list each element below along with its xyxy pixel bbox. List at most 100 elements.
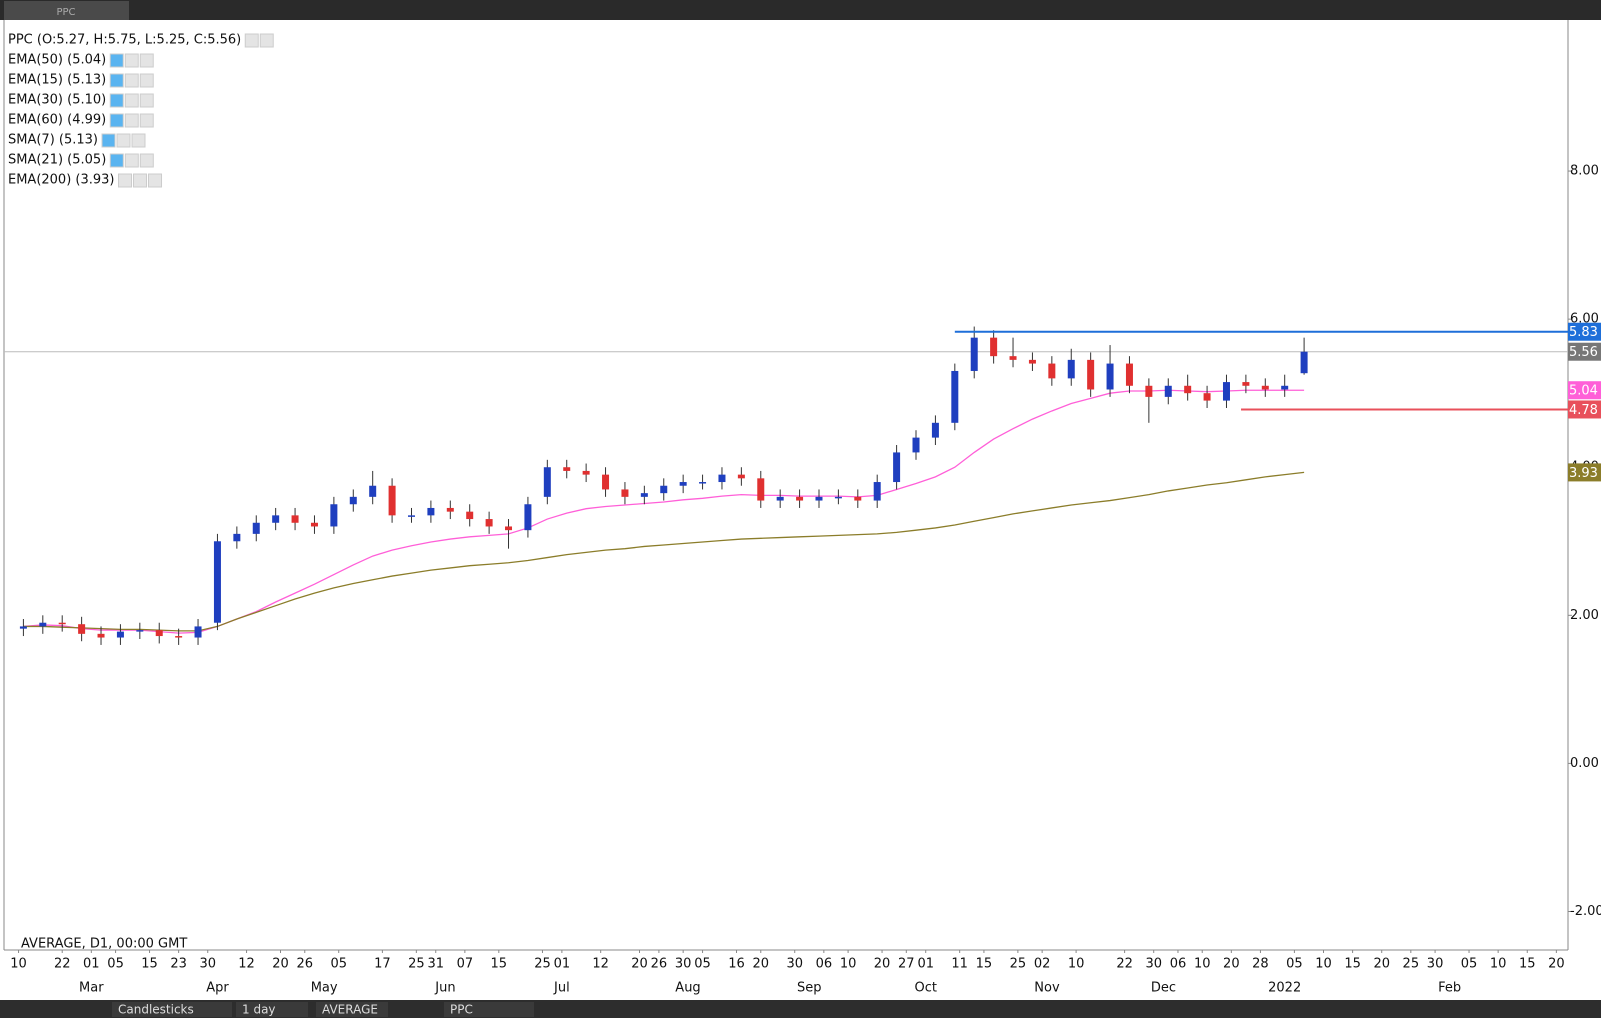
candle-body (1281, 385, 1289, 390)
candle-body (1203, 393, 1211, 401)
candle-body (1087, 359, 1095, 390)
legend-button[interactable] (133, 173, 148, 188)
x-tick-label: 30 (675, 957, 692, 972)
candle-body (699, 482, 707, 484)
legend: PPC (O:5.27, H:5.75, L:5.25, C:5.56) EMA(… (8, 33, 274, 188)
x-tick-label: 11 (951, 957, 968, 972)
candle-body (194, 626, 202, 638)
candle-body (1028, 359, 1036, 364)
toolbar-field[interactable] (444, 1002, 534, 1017)
candle-body (602, 474, 610, 490)
legend-button[interactable] (124, 93, 139, 108)
legend-button[interactable] (259, 33, 274, 48)
x-tick-label: 16 (728, 957, 745, 972)
month-label: Jul (553, 981, 570, 996)
candle-body (1067, 359, 1075, 379)
x-tick-label: 20 (1223, 957, 1240, 972)
x-tick-label: 05 (1286, 957, 1303, 972)
legend-button[interactable] (109, 53, 124, 68)
plot: -2.000.002.004.006.008.00102201051523301… (4, 164, 1601, 996)
x-tick-label: 25 (1403, 957, 1420, 972)
x-tick-label: 31 (427, 957, 444, 972)
legend-button[interactable] (109, 113, 124, 128)
price-badge (1568, 400, 1601, 419)
candle-body (582, 470, 590, 475)
legend-button[interactable] (116, 133, 131, 148)
legend-button[interactable] (124, 153, 139, 168)
tab[interactable] (4, 1, 129, 20)
candle-body (718, 474, 726, 483)
candle-body (233, 533, 241, 542)
x-tick-label: 22 (54, 957, 71, 972)
candle-body (854, 496, 862, 501)
price-badge-label: 3.93 (1569, 466, 1598, 481)
legend-button[interactable] (148, 173, 163, 188)
price-badge (1568, 342, 1601, 361)
toolbar-field[interactable] (236, 1002, 308, 1017)
candle-body (931, 422, 939, 438)
y-tick-label: 0.00 (1570, 756, 1599, 771)
candle-body (97, 633, 105, 638)
toolbar-field[interactable] (316, 1002, 388, 1017)
x-tick-label: 28 (1252, 957, 1269, 972)
candle-body (834, 496, 842, 499)
candle-body (951, 370, 959, 423)
x-tick-label: 25 (534, 957, 551, 972)
candle-body (19, 626, 27, 629)
candle-body (1300, 351, 1308, 374)
legend-button[interactable] (109, 93, 124, 108)
legend-button[interactable] (124, 53, 139, 68)
legend-entry: PPC (O:5.27, H:5.75, L:5.25, C:5.56) (8, 33, 241, 48)
price-badge-label: 5.83 (1569, 325, 1598, 340)
legend-button[interactable] (139, 73, 154, 88)
legend-button[interactable] (139, 153, 154, 168)
legend-button[interactable] (244, 33, 259, 48)
x-tick-label: 15 (1519, 957, 1536, 972)
x-tick-label: 12 (238, 957, 255, 972)
x-tick-label: 26 (651, 957, 668, 972)
x-tick-label: 06 (1170, 957, 1187, 972)
legend-button[interactable] (139, 53, 154, 68)
candle-body (621, 489, 629, 497)
legend-button[interactable] (118, 173, 133, 188)
indicator-line (23, 471, 1305, 632)
legend-entry: EMA(200) (3.93) (8, 173, 115, 188)
legend-button[interactable] (139, 93, 154, 108)
tab-label: PPC (56, 7, 75, 18)
x-tick-label: 26 (296, 957, 313, 972)
x-tick-label: 12 (592, 957, 609, 972)
legend-button[interactable] (131, 133, 146, 148)
x-tick-label: 15 (1344, 957, 1361, 972)
candle-body (330, 504, 338, 527)
legend-button[interactable] (139, 113, 154, 128)
x-tick-label: 30 (1145, 957, 1162, 972)
candle-body (155, 630, 163, 637)
x-tick-label: 30 (199, 957, 216, 972)
x-tick-label: 23 (170, 957, 187, 972)
toolbar (0, 1000, 1601, 1018)
x-tick-label: 15 (141, 957, 158, 972)
candle-body (369, 485, 377, 497)
x-tick-label: 20 (753, 957, 770, 972)
legend-entry: EMA(50) (5.04) (8, 53, 106, 68)
legend-button[interactable] (124, 113, 139, 128)
x-tick-label: 20 (272, 957, 289, 972)
y-tick-label: 2.00 (1570, 608, 1599, 623)
chart-area (0, 20, 1601, 1000)
legend-button[interactable] (109, 73, 124, 88)
candle-body (912, 437, 920, 453)
x-tick-label: 20 (1548, 957, 1565, 972)
legend-button[interactable] (101, 133, 116, 148)
price-badge-label: 5.56 (1569, 345, 1598, 360)
toolbar-field[interactable] (112, 1002, 232, 1017)
month-label: May (311, 981, 338, 996)
month-label: Jun (434, 981, 455, 996)
legend-button[interactable] (124, 73, 139, 88)
month-label: Dec (1151, 981, 1176, 996)
candle-body (213, 541, 221, 623)
price-badge-label: 4.78 (1569, 403, 1598, 418)
legend-button[interactable] (109, 153, 124, 168)
price-badge-label: 5.04 (1569, 384, 1598, 399)
top-bar (0, 0, 1601, 20)
toolbar-label: AVERAGE (322, 1003, 378, 1017)
